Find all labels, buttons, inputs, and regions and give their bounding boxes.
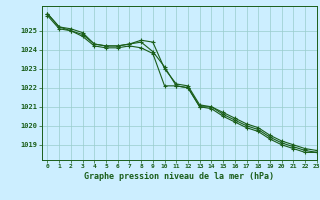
- X-axis label: Graphe pression niveau de la mer (hPa): Graphe pression niveau de la mer (hPa): [84, 172, 274, 181]
